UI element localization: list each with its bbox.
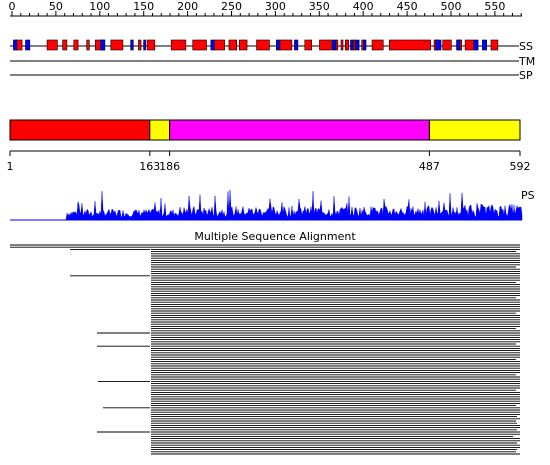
helix-segment — [442, 39, 452, 51]
strand-segment — [435, 39, 442, 51]
ruler-tick-label: 250 — [221, 0, 242, 13]
helix-segment — [340, 39, 344, 51]
strand-segment — [332, 39, 337, 51]
helix-segment — [279, 39, 293, 51]
domain-segment — [9, 119, 151, 141]
position-ruler: 0 50 100 150 200 250 300 350 400 450 500 550 — [9, 0, 522, 17]
ruler-tick-label: 300 — [265, 0, 286, 13]
ruler-tick-label: 500 — [441, 0, 462, 13]
ruler-tick-label: 50 — [49, 0, 63, 13]
domain-segment — [169, 119, 430, 141]
helix-segment — [213, 39, 225, 51]
ss-track-label: SS — [519, 40, 533, 53]
ruler-tick-label: 450 — [397, 0, 418, 13]
strand-segment — [25, 39, 31, 51]
alignment-title: Multiple Sequence Alignment — [194, 230, 356, 243]
secondary-structure-track — [10, 39, 519, 51]
helix-segment — [138, 39, 142, 51]
sp-track-label: SP — [519, 69, 533, 82]
multiple-sequence-alignment — [10, 244, 520, 455]
tm-track-label: TM — [518, 55, 535, 68]
helix-segment — [86, 39, 90, 51]
ps-profile-track — [10, 189, 523, 221]
strand-segment — [276, 39, 281, 51]
ruler-tick-label: 150 — [133, 0, 154, 13]
ruler-tick-label: 200 — [177, 0, 198, 13]
ps-track-label: PS — [521, 189, 535, 202]
helix-segment — [46, 39, 58, 51]
helix-segment — [170, 39, 187, 51]
strand-segment — [355, 39, 360, 51]
helix-segment — [238, 39, 248, 51]
domain-boundary-label: 487 — [419, 160, 440, 173]
helix-segment — [319, 39, 332, 51]
ruler-tick-label: 100 — [89, 0, 110, 13]
helix-segment — [371, 39, 384, 51]
ps-profile-area — [10, 189, 523, 221]
helix-segment — [146, 39, 156, 51]
helix-segment — [490, 39, 499, 51]
strand-segment — [143, 39, 146, 51]
strand-segment — [294, 39, 299, 51]
helix-segment — [256, 39, 270, 51]
ruler-tick-label: 400 — [353, 0, 374, 13]
helix-segment — [73, 39, 79, 51]
strand-segment — [482, 39, 487, 51]
domain-boundary-label: 163 — [139, 160, 160, 173]
helix-segment — [464, 39, 475, 51]
helix-segment — [345, 39, 350, 51]
strand-segment — [130, 39, 134, 51]
helix-segment — [192, 39, 207, 51]
domain-boundary-label: 1 — [7, 160, 14, 173]
strand-segment — [363, 39, 367, 51]
strand-segment — [473, 39, 479, 51]
ruler-tick-label: 0 — [9, 0, 16, 13]
helix-segment — [110, 39, 124, 51]
domain-track — [9, 119, 521, 141]
helix-segment — [304, 39, 312, 51]
ruler-tick-label: 550 — [484, 0, 505, 13]
domain-boundary-label: 592 — [510, 160, 531, 173]
strand-segment — [210, 39, 215, 51]
strand-segment — [350, 39, 354, 51]
strand-segment — [13, 39, 18, 51]
strand-segment — [456, 39, 461, 51]
domain-segment — [428, 119, 521, 141]
domain-segment — [149, 119, 171, 141]
helix-segment — [228, 39, 238, 51]
strand-segment — [100, 39, 106, 51]
domain-boundary-label: 186 — [159, 160, 180, 173]
helix-segment — [62, 39, 68, 51]
ruler-tick-label: 350 — [309, 0, 330, 13]
helix-segment — [388, 39, 431, 51]
